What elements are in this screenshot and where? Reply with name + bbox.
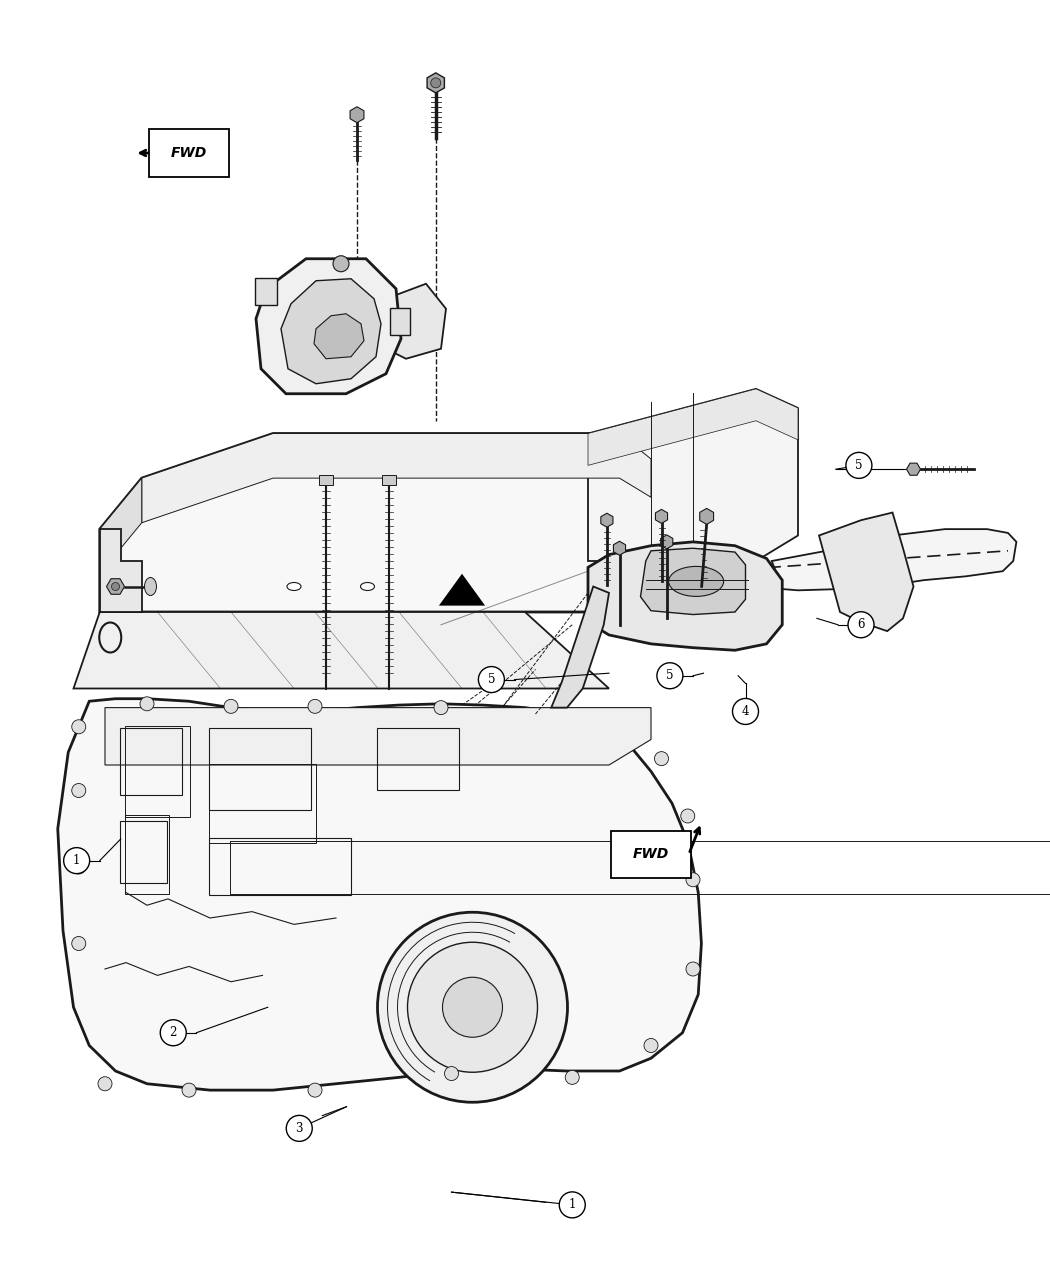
- Circle shape: [182, 1084, 196, 1096]
- FancyBboxPatch shape: [255, 278, 277, 305]
- Circle shape: [71, 937, 86, 950]
- Ellipse shape: [287, 583, 301, 590]
- Circle shape: [308, 1084, 322, 1096]
- Polygon shape: [439, 574, 485, 606]
- Text: 2: 2: [169, 1026, 177, 1039]
- Polygon shape: [613, 542, 626, 555]
- Polygon shape: [100, 434, 651, 612]
- FancyBboxPatch shape: [318, 474, 333, 484]
- Polygon shape: [819, 513, 914, 631]
- Polygon shape: [100, 478, 142, 574]
- Circle shape: [479, 667, 504, 692]
- Polygon shape: [281, 279, 381, 384]
- Circle shape: [71, 784, 86, 797]
- Text: 6: 6: [857, 618, 865, 631]
- Circle shape: [333, 256, 349, 272]
- Circle shape: [680, 810, 695, 822]
- Text: FWD: FWD: [171, 147, 207, 159]
- Polygon shape: [699, 509, 714, 524]
- FancyBboxPatch shape: [390, 307, 410, 335]
- Circle shape: [430, 78, 441, 88]
- Polygon shape: [142, 434, 651, 523]
- Circle shape: [140, 697, 154, 710]
- Circle shape: [686, 873, 700, 886]
- Circle shape: [657, 663, 682, 688]
- Polygon shape: [100, 529, 142, 612]
- Circle shape: [407, 942, 538, 1072]
- Polygon shape: [74, 612, 609, 689]
- Circle shape: [654, 752, 669, 765]
- Circle shape: [686, 963, 700, 975]
- Polygon shape: [655, 510, 668, 523]
- Circle shape: [287, 1116, 312, 1141]
- Polygon shape: [588, 389, 798, 561]
- Polygon shape: [551, 586, 609, 708]
- Ellipse shape: [145, 578, 156, 595]
- Polygon shape: [906, 463, 921, 476]
- Circle shape: [98, 1077, 112, 1090]
- FancyBboxPatch shape: [381, 474, 396, 484]
- Ellipse shape: [360, 583, 375, 590]
- Polygon shape: [106, 579, 125, 594]
- Circle shape: [560, 1192, 585, 1218]
- Polygon shape: [640, 548, 746, 615]
- Polygon shape: [588, 542, 782, 650]
- Polygon shape: [58, 699, 701, 1090]
- Circle shape: [308, 700, 322, 713]
- Circle shape: [565, 1071, 580, 1084]
- Text: 5: 5: [855, 459, 863, 472]
- Polygon shape: [588, 389, 798, 465]
- Circle shape: [378, 912, 567, 1103]
- Polygon shape: [660, 536, 673, 548]
- FancyBboxPatch shape: [611, 830, 691, 878]
- Circle shape: [644, 1039, 658, 1052]
- Circle shape: [161, 1020, 186, 1045]
- Circle shape: [434, 701, 448, 714]
- Circle shape: [71, 720, 86, 733]
- Polygon shape: [350, 107, 364, 122]
- Polygon shape: [601, 514, 613, 527]
- Text: 5: 5: [487, 673, 496, 686]
- Text: 1: 1: [568, 1198, 576, 1211]
- Circle shape: [444, 1067, 459, 1080]
- Polygon shape: [772, 529, 1016, 590]
- Text: 5: 5: [666, 669, 674, 682]
- Text: 1: 1: [72, 854, 81, 867]
- Polygon shape: [427, 73, 444, 93]
- Circle shape: [71, 861, 86, 873]
- Polygon shape: [256, 259, 401, 394]
- FancyBboxPatch shape: [149, 129, 229, 177]
- Polygon shape: [386, 284, 446, 358]
- Circle shape: [846, 453, 872, 478]
- Polygon shape: [314, 314, 364, 358]
- Ellipse shape: [669, 566, 723, 597]
- Text: FWD: FWD: [633, 848, 669, 861]
- Circle shape: [64, 848, 89, 873]
- Text: 3: 3: [295, 1122, 303, 1135]
- Circle shape: [442, 977, 503, 1038]
- Circle shape: [848, 612, 874, 638]
- Text: 4: 4: [741, 705, 750, 718]
- Circle shape: [224, 700, 238, 713]
- Circle shape: [733, 699, 758, 724]
- Circle shape: [111, 583, 120, 590]
- Polygon shape: [105, 708, 651, 765]
